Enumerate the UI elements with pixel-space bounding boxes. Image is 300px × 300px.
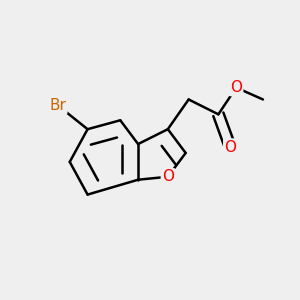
Text: O: O [224, 140, 236, 154]
Text: Br: Br [50, 98, 66, 113]
Text: O: O [230, 80, 242, 95]
Text: O: O [162, 169, 174, 184]
